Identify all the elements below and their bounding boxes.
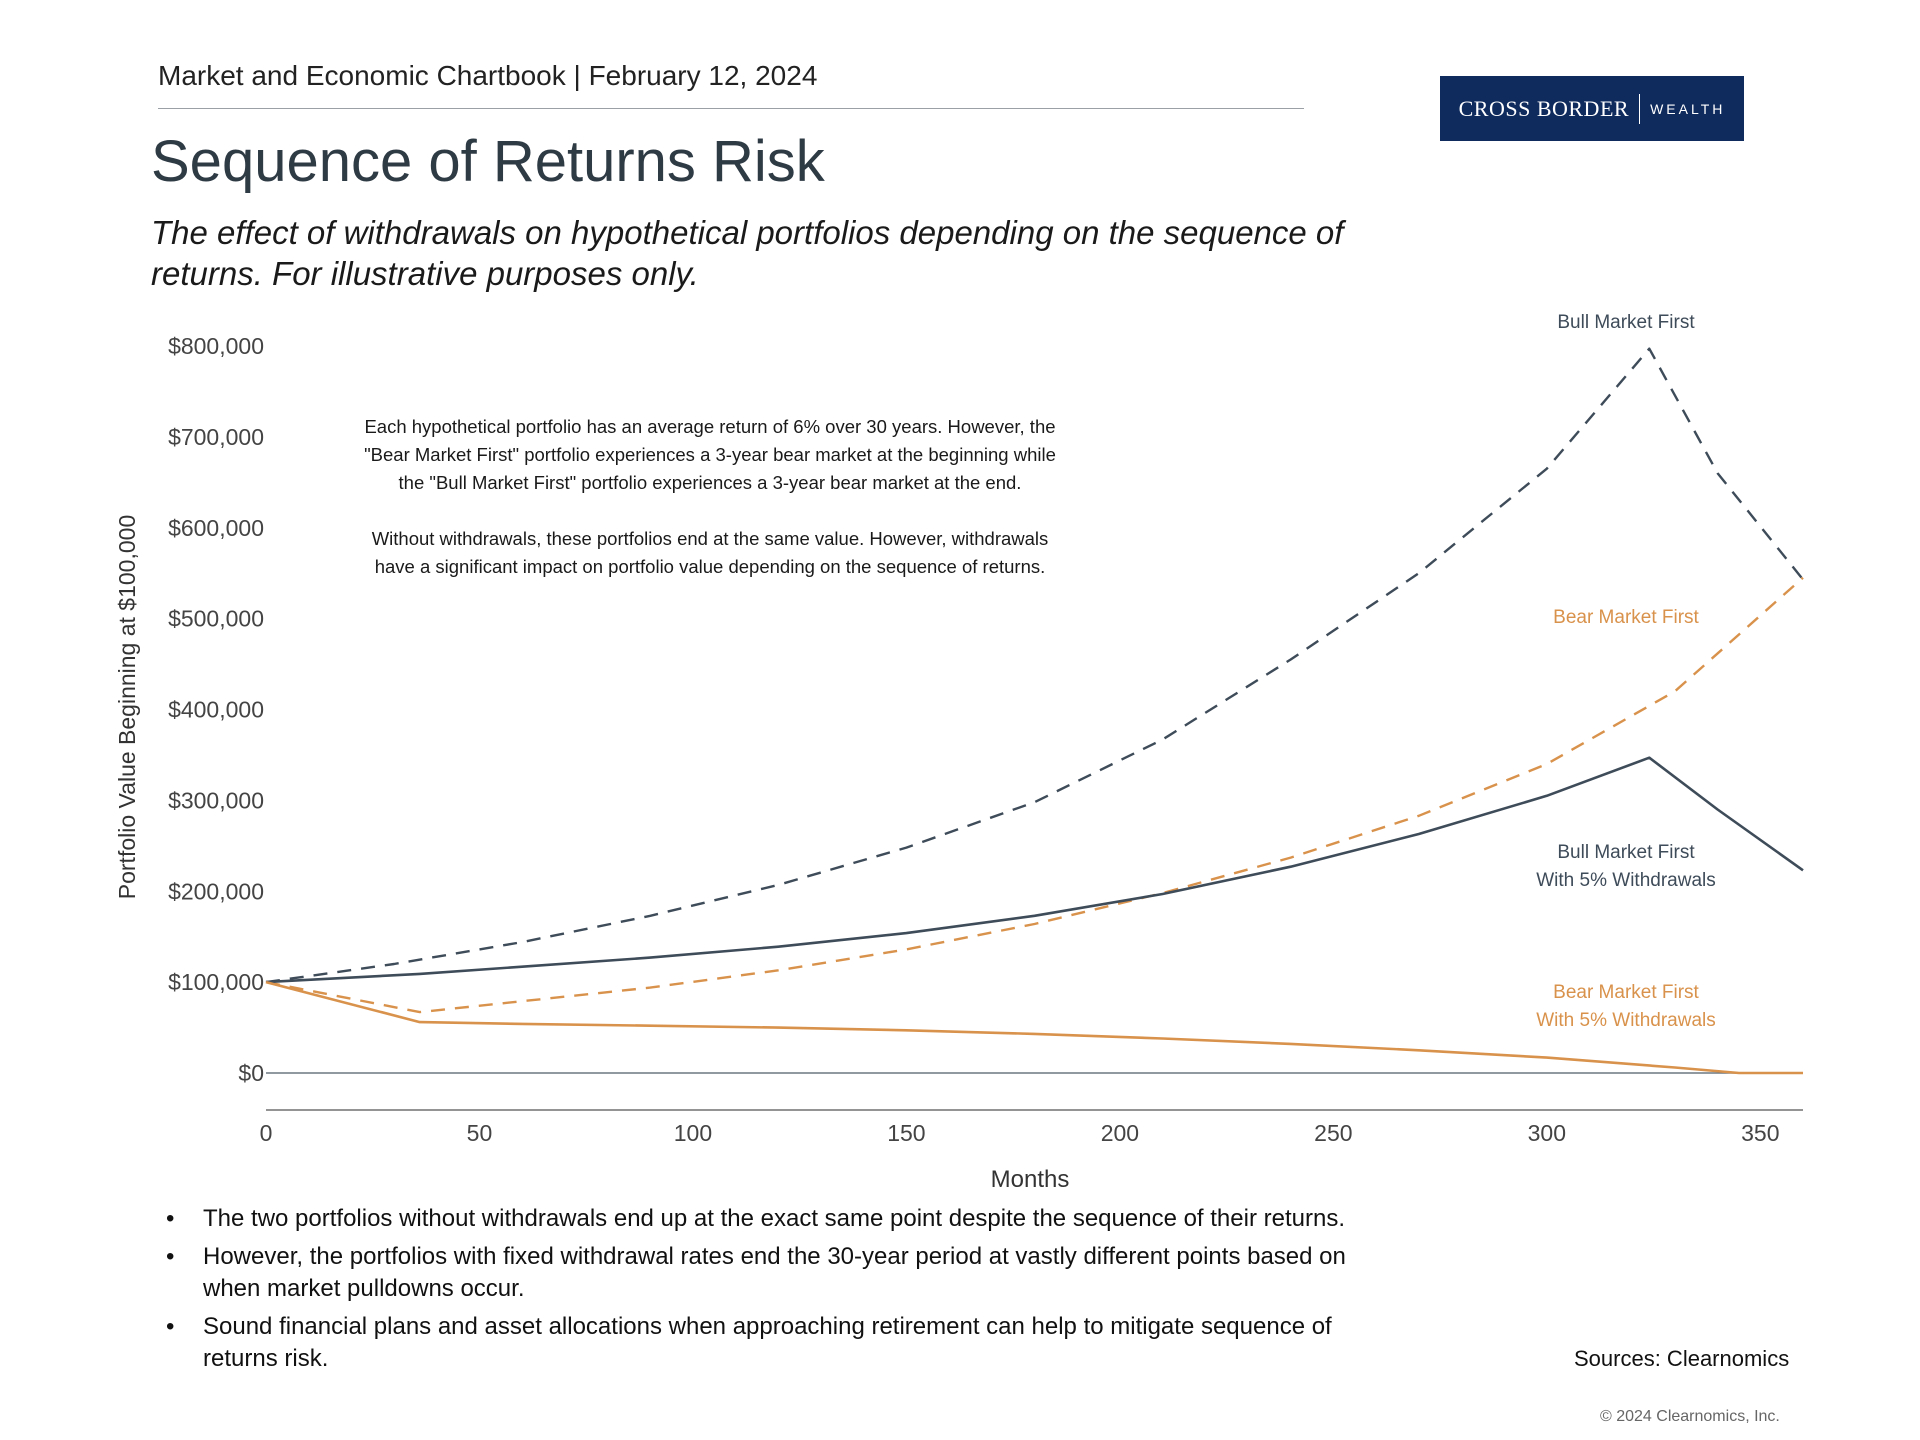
y-axis: $0 $100,000 $200,000 $300,000 $400,000 $500,0… bbox=[168, 333, 1803, 1086]
series-label-line: Bear Market First bbox=[1553, 607, 1699, 628]
header-divider bbox=[158, 108, 1304, 109]
series-label-line: Bull Market First bbox=[1557, 842, 1695, 863]
copyright-note: © 2024 Clearnomics, Inc. bbox=[1600, 1408, 1780, 1425]
y-tick-label: $0 bbox=[238, 1060, 264, 1086]
sources-note: Sources: Clearnomics bbox=[1574, 1346, 1790, 1371]
series-label-line: Bear Market First bbox=[1553, 982, 1699, 1003]
series-label: Bull Market First With 5% Withdrawals bbox=[1536, 842, 1716, 891]
x-tick-label: 50 bbox=[467, 1120, 493, 1146]
x-tick-label: 0 bbox=[260, 1120, 273, 1146]
series-label-line: With 5% Withdrawals bbox=[1536, 870, 1716, 891]
series-label: Bull Market First bbox=[1557, 312, 1695, 333]
series-label: Bear Market First With 5% Withdrawals bbox=[1536, 982, 1716, 1031]
logo-sub-text: WEALTH bbox=[1650, 100, 1726, 117]
chart-series bbox=[265, 347, 1804, 1075]
y-tick-label: $800,000 bbox=[168, 333, 264, 359]
series-line bbox=[265, 576, 1804, 1014]
key-point: The two portfolios without withdrawals e… bbox=[160, 1203, 1400, 1235]
key-point: Sound financial plans and asset allocati… bbox=[160, 1311, 1400, 1375]
x-tick-label: 350 bbox=[1741, 1120, 1779, 1146]
chartbook-header: Market and Economic Chartbook | February… bbox=[158, 60, 818, 91]
series-labels: Bull Market First Bear Market First Bull M… bbox=[1536, 312, 1716, 1031]
page-subtitle: The effect of withdrawals on hypothetica… bbox=[151, 214, 1344, 292]
x-axis-title: Months bbox=[991, 1166, 1070, 1193]
y-tick-label: $400,000 bbox=[168, 697, 264, 723]
page-title: Sequence of Returns Risk bbox=[151, 129, 825, 194]
x-tick-label: 300 bbox=[1528, 1120, 1566, 1146]
x-tick-label: 200 bbox=[1101, 1120, 1139, 1146]
y-tick-label: $600,000 bbox=[168, 515, 264, 541]
series-label-line: With 5% Withdrawals bbox=[1536, 1010, 1716, 1031]
annotation-paragraph-1: Each hypothetical portfolio has an avera… bbox=[364, 416, 1056, 493]
x-tick-label: 250 bbox=[1314, 1120, 1352, 1146]
y-tick-label: $200,000 bbox=[168, 878, 264, 904]
cross-border-wealth-logo: CROSS BORDER WEALTH bbox=[1440, 76, 1744, 141]
key-points-list: The two portfolios without withdrawals e… bbox=[160, 1203, 1400, 1381]
series-line bbox=[265, 756, 1804, 984]
chart-annotation: Each hypothetical portfolio has an avera… bbox=[350, 413, 1070, 609]
y-axis-title: Portfolio Value Beginning at $100,000 bbox=[114, 515, 140, 899]
y-tick-label: $500,000 bbox=[168, 606, 264, 632]
annotation-paragraph-2: Without withdrawals, these portfolios en… bbox=[371, 528, 1049, 577]
x-tick-label: 150 bbox=[887, 1120, 925, 1146]
logo-brand-text: CROSS BORDER bbox=[1458, 95, 1630, 121]
logo-separator bbox=[1639, 93, 1641, 124]
series-label-line: Bull Market First bbox=[1557, 312, 1695, 333]
y-tick-label: $300,000 bbox=[168, 787, 264, 813]
y-tick-label: $100,000 bbox=[168, 969, 264, 995]
key-point: However, the portfolios with fixed withd… bbox=[160, 1241, 1400, 1305]
series-line bbox=[265, 980, 1803, 1075]
y-tick-label: $700,000 bbox=[168, 424, 264, 450]
x-axis: 0 50 100 150 200 250 300 350 bbox=[260, 1109, 1803, 1146]
series-label: Bear Market First bbox=[1553, 607, 1699, 628]
x-tick-label: 100 bbox=[674, 1120, 712, 1146]
